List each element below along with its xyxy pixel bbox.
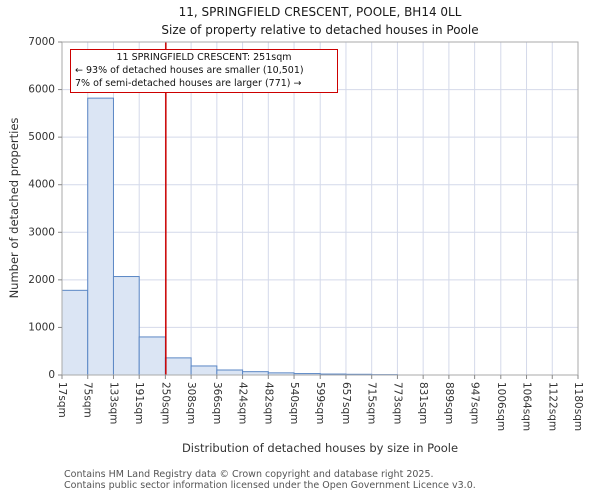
footer: Contains HM Land Registry data © Crown c… (64, 469, 476, 492)
x-tick-label: 1064sqm (521, 382, 533, 431)
x-tick-label: 1180sqm (572, 382, 584, 431)
x-tick-label: 424sqm (237, 382, 249, 424)
x-tick-label: 308sqm (185, 382, 197, 424)
y-tick-label: 3000 (28, 226, 55, 238)
x-tick-label: 1006sqm (495, 382, 507, 431)
chart-title: 11, SPRINGFIELD CRESCENT, POOLE, BH14 0L… (178, 5, 462, 19)
y-tick-label: 1000 (28, 321, 55, 333)
x-tick-label: 657sqm (340, 382, 352, 424)
bar (190, 365, 218, 376)
y-tick-label: 0 (48, 369, 55, 381)
x-axis-label: Distribution of detached houses by size … (181, 441, 459, 455)
bar (87, 97, 114, 376)
y-tick-label: 2000 (28, 274, 55, 286)
y-tick-label: 7000 (28, 36, 55, 48)
bar (61, 289, 89, 376)
x-tick-label: 250sqm (159, 382, 171, 424)
x-tick-label: 191sqm (133, 382, 145, 424)
annotation-line3: 7% of semi-detached houses are larger (7… (75, 77, 302, 89)
y-tick-label: 4000 (28, 179, 55, 191)
bar (164, 357, 192, 376)
y-tick-label: 6000 (28, 84, 55, 96)
x-tick-label: 831sqm (417, 382, 429, 424)
x-tick-label: 947sqm (469, 382, 481, 424)
x-tick-label: 715sqm (366, 382, 378, 424)
annotation-line1: 11 SPRINGFIELD CRESCENT: 251sqm (116, 52, 292, 63)
x-tick-label: 482sqm (262, 382, 274, 424)
x-tick-label: 599sqm (314, 382, 326, 424)
x-tick-label: 17sqm (56, 382, 68, 418)
bar (216, 369, 244, 376)
footer-line1: Contains HM Land Registry data © Crown c… (64, 469, 434, 480)
x-tick-label: 75sqm (82, 382, 94, 418)
annotation-box: 11 SPRINGFIELD CRESCENT: 251sqm ← 93% of… (70, 49, 338, 94)
x-tick-label: 773sqm (391, 382, 403, 424)
annotation-line2: ← 93% of detached houses are smaller (10… (75, 64, 304, 76)
bar (112, 276, 140, 376)
footer-line2: Contains public sector information licen… (64, 479, 476, 491)
x-tick-label: 1122sqm (546, 382, 558, 431)
bar (138, 336, 166, 376)
x-tick-label: 133sqm (107, 382, 119, 424)
x-tick-label: 540sqm (288, 382, 300, 424)
x-tick-label: 366sqm (211, 382, 223, 424)
y-tick-label: 5000 (28, 131, 55, 143)
chart-subtitle: Size of property relative to detached ho… (161, 23, 479, 37)
x-tick-label: 889sqm (443, 382, 455, 424)
